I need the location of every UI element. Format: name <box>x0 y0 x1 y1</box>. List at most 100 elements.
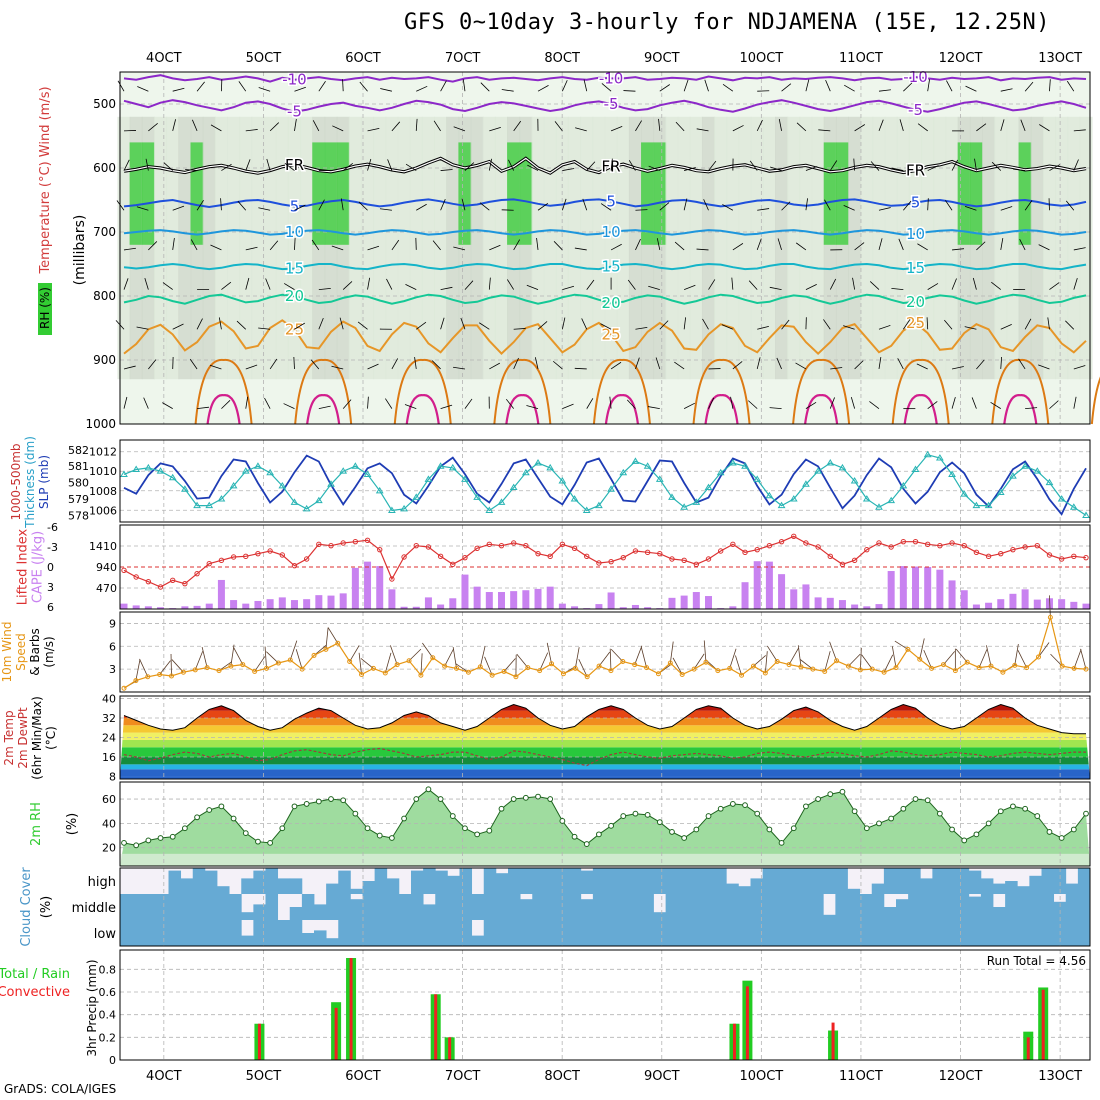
thickness-marker <box>619 468 628 476</box>
cape-bar <box>473 586 481 609</box>
precip-tick-label: 0 <box>109 1054 116 1067</box>
lifted-index-marker <box>851 557 858 564</box>
wind-axis-label: 10m Wind Speed & Barbs (m/s) <box>0 622 56 683</box>
thickness-marker <box>765 491 774 499</box>
upper-wind-barb <box>805 198 808 211</box>
upper-wind-barb <box>479 322 490 330</box>
upper-wind-barb <box>1038 244 1050 251</box>
upper-wind-barb <box>197 406 210 410</box>
thickness-marker <box>887 496 896 504</box>
thickness-marker <box>741 462 749 469</box>
upper-wind-barb <box>708 279 716 290</box>
rh2m-marker <box>547 796 554 802</box>
wind-speed-marker <box>252 668 258 674</box>
wind-barb <box>254 656 266 672</box>
pressure-tick-label: 700 <box>93 225 116 239</box>
wind-speed-marker <box>905 646 911 652</box>
lifted-index-marker <box>864 546 870 553</box>
cape-bar <box>802 584 810 609</box>
precip-convective-side-label: Convective <box>0 985 70 1000</box>
upper-wind-barb <box>830 367 843 370</box>
rh2m-marker <box>669 829 675 835</box>
cloud-cell <box>920 920 933 946</box>
rh2m-marker <box>924 797 931 804</box>
rh2m-marker <box>985 820 992 827</box>
cloud-cell <box>835 920 848 946</box>
cloud-cell <box>932 868 945 894</box>
wind-barb <box>289 640 298 661</box>
temperature-axis-label-line: (°C) <box>44 726 58 750</box>
upper-wind-barb <box>526 284 539 290</box>
cloud-cell <box>168 894 182 920</box>
upper-wind-barb <box>991 281 1002 290</box>
cloud-cell <box>1029 875 1042 894</box>
wind-barb <box>598 651 611 667</box>
upper-wind-barb <box>461 198 466 211</box>
upper-wind-barb <box>1013 168 1026 171</box>
rh2m-marker <box>1083 810 1089 817</box>
cloud-cell <box>1041 920 1055 946</box>
thickness-marker <box>802 480 810 487</box>
cloud-cell <box>326 883 339 894</box>
isotherm-label: 10 <box>906 225 925 243</box>
wind-speed-marker <box>1012 662 1018 668</box>
lifted-index-marker <box>230 554 237 560</box>
cloud-cell <box>386 894 400 920</box>
temperature-band <box>120 710 1090 718</box>
upper-wind-barb <box>218 317 222 330</box>
upper-wind-barb <box>537 85 549 92</box>
top-time-label: 10OCT <box>739 51 783 66</box>
wind-barb <box>546 642 552 664</box>
rh-shade-column <box>738 116 752 380</box>
cloud-cell <box>180 920 194 946</box>
lifted-index-marker <box>596 560 602 566</box>
upper-wind-barb <box>635 357 640 370</box>
upper-wind-barb <box>805 283 817 290</box>
cape-bar <box>461 574 469 609</box>
wind-speed-marker <box>964 659 970 665</box>
instability-axis-label-line: Lifted Index <box>16 528 31 605</box>
thickness-marker <box>716 468 725 476</box>
cloud-cell <box>968 870 982 894</box>
upper-wind-barb <box>586 398 594 409</box>
upper-wind-barb <box>172 323 184 330</box>
isotherm-label: 5 <box>606 192 616 210</box>
dewpoint-line <box>123 747 1086 767</box>
cape-bar <box>132 605 140 609</box>
wind-barb <box>295 649 303 670</box>
rh-shade-column <box>677 116 691 380</box>
upper-wind-barb <box>732 361 743 370</box>
lifted-index-marker <box>717 548 724 554</box>
rh-moist-patch <box>312 142 326 245</box>
rh-shade-column <box>227 116 241 380</box>
wind-speed-marker <box>216 668 222 674</box>
rh-shade-column <box>153 116 168 380</box>
upper-wind-barb <box>561 198 567 211</box>
thickness-marker <box>668 493 676 500</box>
rh-moist-patch <box>507 142 521 245</box>
freezing-level-line-inner <box>123 157 1087 174</box>
upper-wind-barb <box>1049 79 1051 92</box>
upper-wind-barb <box>488 277 491 290</box>
lifted-index-marker <box>815 544 821 550</box>
cloud-cell <box>1005 894 1018 920</box>
wind-barb <box>861 654 873 670</box>
wind-axis-label-line: & Barbs <box>28 628 42 676</box>
isotherm-line <box>123 262 1087 271</box>
cape-bar <box>412 606 420 609</box>
cloud-cell <box>374 868 388 894</box>
instability-axis-label-line: CAPE (J/kg) <box>31 531 46 603</box>
cloud-cell <box>277 920 291 946</box>
rh2m-area <box>120 789 1090 866</box>
cloud-cell <box>823 914 836 920</box>
rh-shade-column <box>543 116 557 380</box>
rh2m-marker <box>145 837 152 844</box>
cape-bar <box>339 593 347 609</box>
cloud-cell <box>871 920 885 946</box>
thickness-marker <box>400 504 408 512</box>
upper-wind-barb <box>387 159 393 171</box>
rh2m-marker <box>449 813 456 819</box>
cape-bar <box>278 597 286 609</box>
lifted-index-marker <box>584 553 590 560</box>
top-time-label: 13OCT <box>1038 51 1082 66</box>
